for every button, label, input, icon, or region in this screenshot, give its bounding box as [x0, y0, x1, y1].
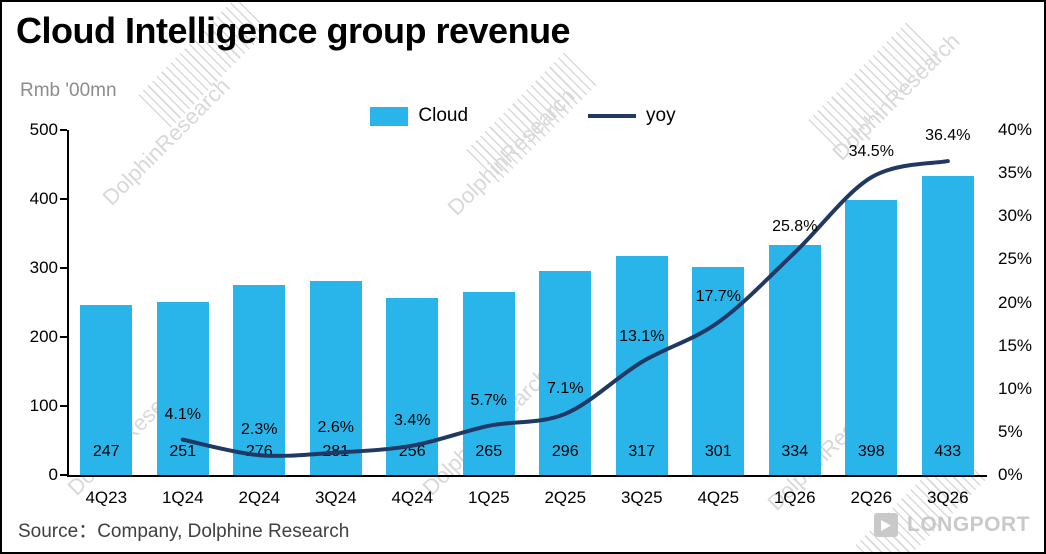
y-right-tick-label: 40%	[998, 120, 1033, 139]
y-right-tick-label: 35%	[998, 163, 1033, 183]
revenue-bar	[80, 304, 133, 475]
revenue-bar	[768, 244, 821, 475]
legend-line-swatch	[588, 114, 637, 118]
x-axis-label: 1Q25	[467, 488, 510, 507]
legend: Cloud yoy	[2, 105, 1044, 127]
y-left-tick-mark	[60, 129, 67, 131]
bar-value-label: 317	[628, 443, 656, 460]
unit-label: Rmb '00mn	[20, 80, 117, 101]
bar-value-label: 276	[245, 443, 273, 460]
x-axis-label: 1Q24	[161, 488, 204, 507]
x-axis-label: 4Q24	[391, 488, 434, 507]
y-right-tick-label: 25%	[998, 249, 1033, 269]
y-left-tick-mark	[60, 198, 67, 200]
y-right-tick-label: 20%	[998, 292, 1033, 312]
y-right-tick-label: 5%	[998, 421, 1023, 441]
bar-value-label: 334	[781, 443, 809, 460]
yoy-value-label: 34.5%	[848, 143, 894, 161]
y-left-tick-label: 200	[29, 327, 58, 346]
y-left-tick-mark	[60, 267, 67, 269]
yoy-value-label: 13.1%	[619, 328, 665, 345]
y-right-tick-label: 15%	[998, 335, 1033, 355]
bar-value-label: 256	[398, 443, 426, 460]
y-right-tick-label: 30%	[998, 206, 1033, 226]
x-axis-label: 3Q26	[926, 488, 969, 507]
x-axis-label: 2Q25	[544, 488, 587, 507]
y-left-tick-mark	[60, 405, 67, 407]
x-axis-label: 4Q25	[697, 488, 740, 507]
y-axis-line	[67, 130, 69, 475]
bar-value-label: 301	[704, 443, 732, 460]
yoy-value-label: 4.1%	[164, 405, 201, 423]
longport-icon	[874, 513, 898, 537]
revenue-bar	[845, 200, 898, 475]
x-axis-label: 4Q23	[85, 488, 128, 507]
x-axis-label: 1Q26	[773, 488, 816, 507]
y-left-tick-label: 500	[29, 120, 58, 139]
bar-value-label: 398	[857, 443, 885, 460]
yoy-value-label: 5.7%	[470, 391, 507, 409]
x-axis-label: 3Q24	[314, 488, 357, 507]
y-left-tick-label: 0	[48, 465, 58, 484]
yoy-value-label: 25.8%	[772, 218, 818, 236]
x-axis-label: 3Q25	[620, 488, 663, 507]
bar-value-label: 433	[934, 443, 962, 460]
x-axis-label: 2Q26	[850, 488, 893, 507]
bar-value-label: 281	[322, 443, 350, 460]
yoy-value-label: 7.1%	[547, 379, 584, 397]
legend-bar-label: Cloud	[418, 105, 469, 126]
source-note: Source：Company, Dolphine Research	[18, 521, 350, 542]
yoy-value-label: 2.3%	[241, 421, 278, 439]
legend-item-cloud: Cloud	[370, 105, 468, 127]
bar-value-label: 247	[92, 443, 120, 460]
x-axis-label: 2Q24	[238, 488, 281, 507]
yoy-value-label: 2.6%	[317, 418, 354, 436]
bar-value-label: 296	[551, 443, 579, 460]
y-right-tick-label: 0%	[998, 465, 1023, 484]
y-right-tick-label: 10%	[998, 378, 1033, 398]
bar-value-label: 265	[475, 443, 503, 460]
yoy-value-label: 36.4%	[925, 127, 971, 145]
y-left-tick-mark	[60, 336, 67, 338]
revenue-bar	[921, 176, 974, 475]
y-left-tick-label: 400	[29, 189, 58, 208]
y-left-tick-label: 300	[29, 258, 58, 277]
brand-name: LONGPORT	[907, 513, 1030, 536]
yoy-value-label: 3.4%	[394, 411, 431, 429]
y-left-tick-mark	[60, 474, 67, 476]
chart-title: Cloud Intelligence group revenue	[16, 10, 571, 51]
x-axis-line	[67, 475, 987, 477]
bar-value-label: 251	[169, 443, 197, 460]
y-left-tick-label: 100	[29, 396, 58, 415]
legend-item-yoy: yoy	[588, 105, 676, 127]
brand-logo: LONGPORT	[873, 512, 1030, 538]
yoy-value-label: 17.7%	[695, 288, 741, 306]
legend-line-label: yoy	[646, 105, 676, 126]
legend-bar-swatch	[370, 106, 409, 126]
